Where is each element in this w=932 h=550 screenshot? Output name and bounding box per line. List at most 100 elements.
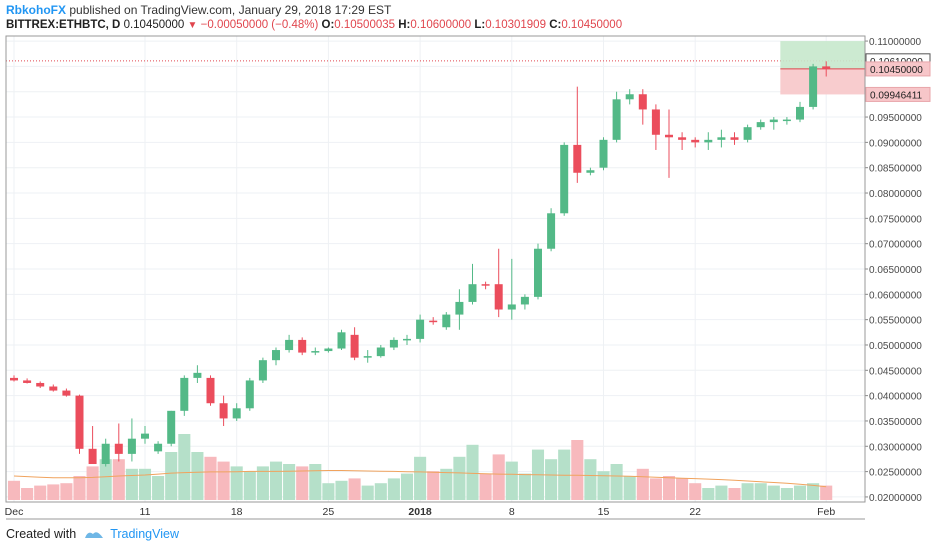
candle-body	[363, 356, 372, 358]
candle	[638, 89, 647, 125]
y-tick-label: 0.06500000	[869, 265, 922, 276]
candle-body	[599, 139, 608, 168]
y-tick-label: 0.06000000	[869, 290, 922, 301]
candle	[717, 129, 726, 148]
author-link[interactable]: RbkohoFX	[6, 3, 66, 17]
candle-body	[625, 94, 634, 100]
volume-bar	[348, 478, 361, 500]
candle	[337, 329, 346, 351]
volume-ma-path	[13, 470, 827, 488]
target-zone	[780, 41, 865, 69]
candle-body	[769, 119, 778, 123]
y-tick-label: 0.04000000	[869, 392, 922, 403]
candle-body	[416, 319, 425, 339]
candle-body	[560, 144, 569, 214]
volume-bar	[73, 476, 86, 500]
candle-body	[429, 320, 438, 323]
candle	[756, 119, 765, 130]
volume-bar	[361, 485, 374, 500]
candle-body	[547, 213, 556, 249]
candle	[416, 314, 425, 343]
candle	[88, 426, 97, 465]
candle-body	[717, 137, 726, 140]
volume-bar	[466, 444, 479, 500]
candle	[23, 378, 32, 384]
volume-bar	[191, 452, 204, 500]
candle-body	[62, 390, 71, 396]
candle-body	[678, 137, 687, 140]
volume-bar	[440, 468, 453, 500]
candle	[298, 337, 307, 356]
down-arrow-icon: ▼	[187, 20, 198, 31]
candle	[285, 334, 294, 353]
candle	[651, 104, 660, 150]
candle	[547, 208, 556, 252]
candle-body	[468, 284, 477, 302]
x-tick-label: 15	[598, 506, 610, 518]
y-tick-label: 0.09000000	[869, 138, 922, 149]
candle	[507, 258, 516, 320]
candle	[219, 395, 228, 427]
candle	[822, 61, 831, 77]
candle	[782, 117, 791, 125]
candle-body	[311, 351, 320, 353]
candle	[62, 388, 71, 397]
candle-body	[809, 66, 818, 107]
volume-bar	[676, 478, 689, 500]
high-value: 0.10600000	[410, 19, 472, 31]
volume-bar	[623, 476, 636, 500]
volume-bar	[518, 473, 531, 500]
x-tick-label: Dec	[5, 506, 24, 518]
candle	[455, 289, 464, 330]
candle	[245, 377, 254, 411]
volume-bar	[256, 466, 269, 500]
volume-bar	[584, 459, 597, 500]
y-tick-label: 0.02500000	[869, 468, 922, 479]
volume-bar	[780, 488, 793, 500]
candle-body	[782, 119, 791, 122]
candle	[429, 317, 438, 325]
volume-bar	[47, 484, 60, 500]
candle-body	[691, 139, 700, 143]
candle	[560, 142, 569, 216]
volume-bar	[7, 480, 21, 500]
footer: Created with TradingView	[6, 527, 179, 541]
y-tick-label: 0.03000000	[869, 442, 922, 453]
candle-body	[258, 360, 267, 381]
price-label-text: 0.09946411	[870, 90, 923, 101]
high-label: H:	[398, 19, 411, 31]
volume-bar	[807, 483, 820, 500]
y-tick-label: 0.08500000	[869, 164, 922, 175]
volume-bar	[636, 468, 649, 500]
candle-body	[245, 380, 254, 409]
volume-bar	[754, 483, 767, 500]
price-label-box	[865, 86, 931, 102]
candle-body	[324, 348, 333, 352]
volume-bar	[21, 488, 34, 500]
tradingview-brand[interactable]: TradingView	[110, 527, 179, 541]
x-tick-label: 22	[689, 506, 701, 518]
candle-body	[23, 380, 32, 383]
candle	[389, 337, 398, 351]
candle	[678, 132, 687, 150]
x-tick-label: 18	[231, 506, 243, 518]
published-text: published on TradingView.com, January 29…	[69, 3, 392, 17]
volume-bar	[400, 473, 414, 500]
candle	[691, 137, 700, 148]
y-tick-label: 0.03500000	[869, 417, 922, 428]
position-tool[interactable]	[780, 41, 865, 95]
volume-bar	[820, 485, 833, 500]
candle-body	[219, 403, 228, 419]
candle	[612, 91, 621, 143]
candle	[730, 132, 739, 145]
volume-bars	[7, 434, 833, 500]
candle-body	[232, 408, 241, 419]
candle-body	[101, 443, 110, 465]
candle-body	[507, 304, 516, 310]
volume-bar	[269, 461, 283, 500]
y-tick-label: 0.09500000	[869, 113, 922, 124]
candle-body	[455, 301, 464, 315]
y-tick-label: 0.11000000	[869, 37, 922, 48]
volume-bar	[204, 456, 217, 500]
